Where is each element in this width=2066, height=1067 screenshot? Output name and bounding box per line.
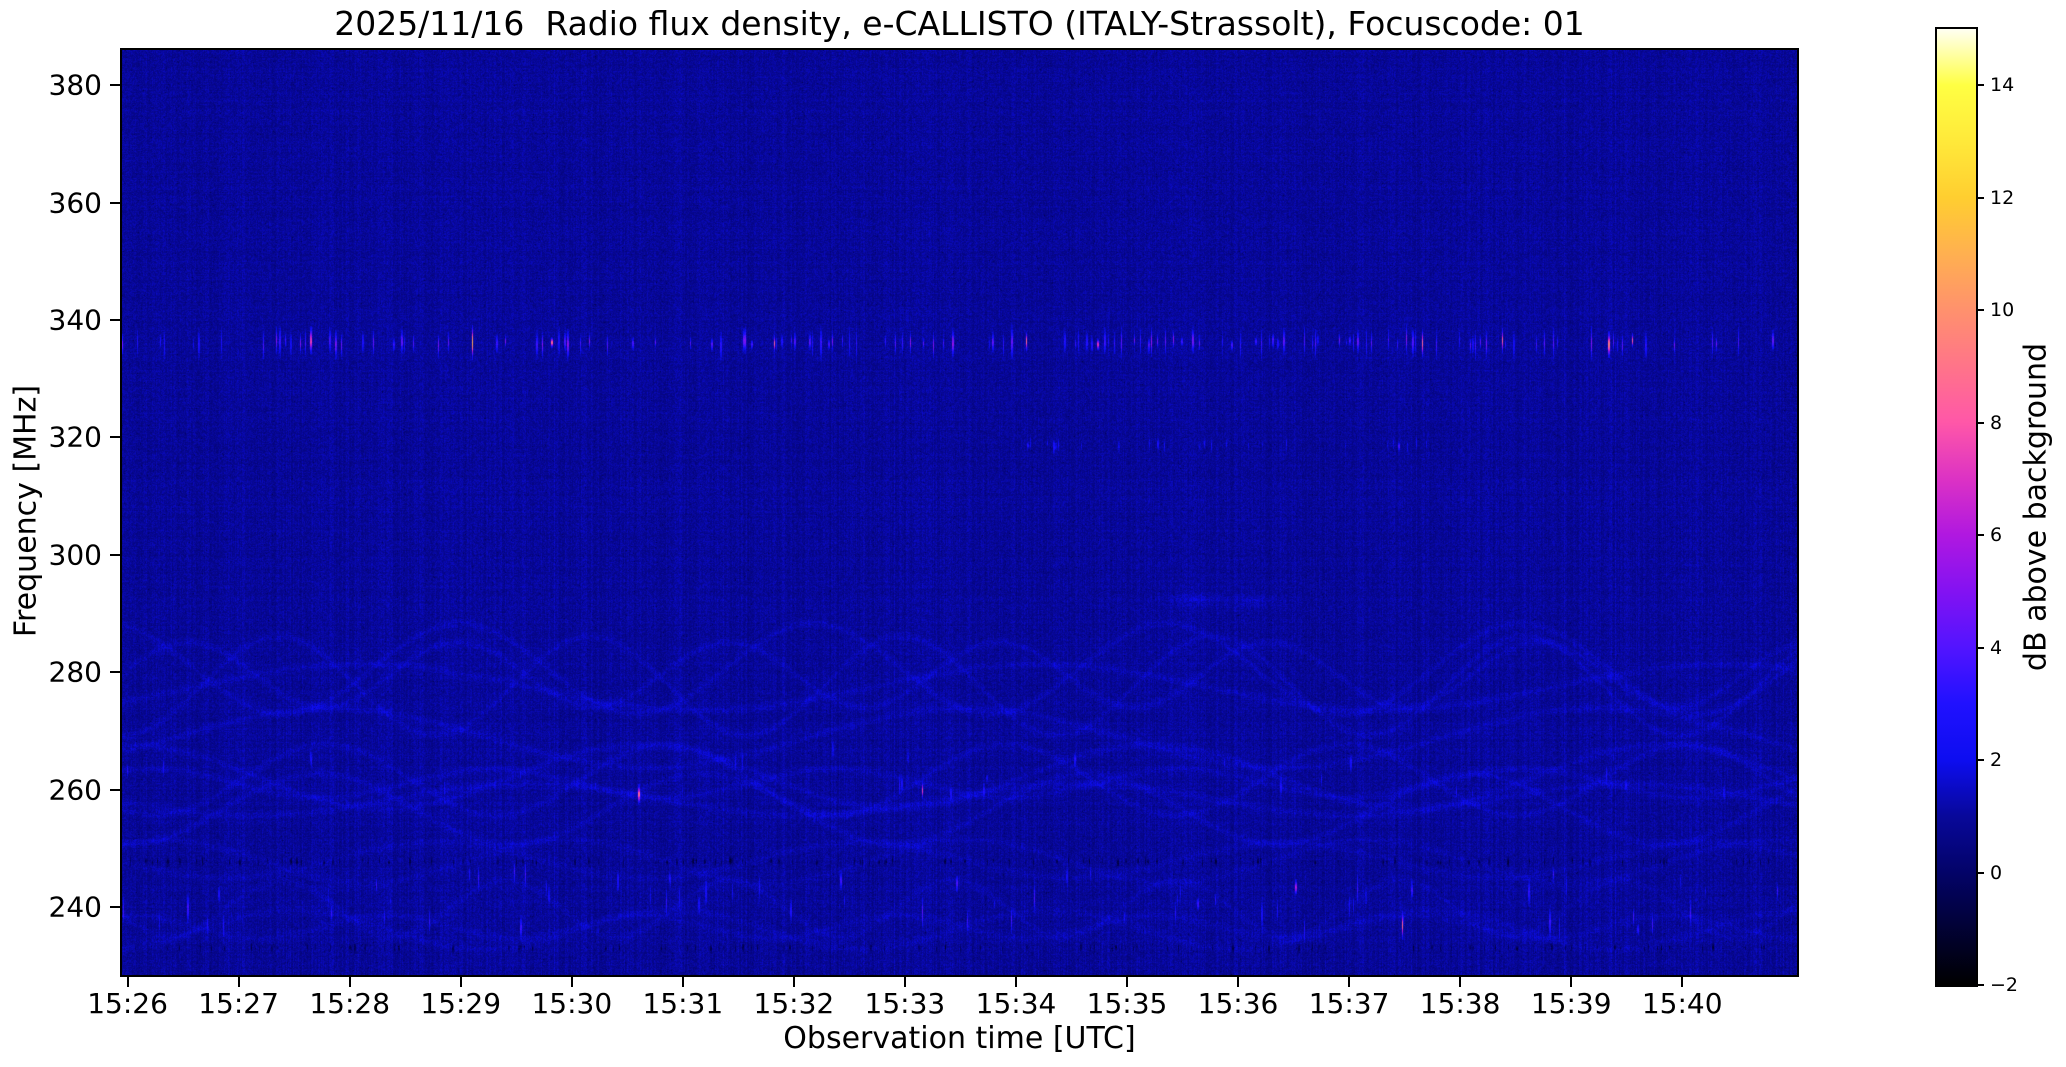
x-tick-mark: [348, 977, 351, 987]
colorbar-tick-label: 8: [1990, 411, 2003, 434]
colorbar: 14 12 10 8 6 4 2 0 −2: [1935, 27, 2018, 996]
colorbar-label: dB above background: [2018, 342, 2054, 672]
y-tick-mark: [110, 436, 120, 439]
y-tick-label: 380: [48, 68, 102, 102]
y-tick-mark: [110, 905, 120, 908]
x-tick-label: 15:27: [198, 987, 279, 1020]
colorbar-tick-mark: [1976, 759, 1984, 762]
x-tick-mark: [1459, 977, 1462, 987]
chart-title: 2025/11/16 Radio flux density, e-CALLIST…: [334, 4, 1585, 43]
plot-area: 380 360 340 320 300 280 260 240 15:26 15:27 15:28…: [49, 48, 1799, 1020]
x-tick-mark: [1237, 977, 1239, 987]
colorbar-tick-mark: [1976, 871, 1984, 874]
y-tick-label: 360: [48, 186, 102, 220]
y-tick-label: 280: [48, 655, 102, 689]
colorbar-tick-label: 10: [1990, 299, 2015, 322]
x-tick-mark: [459, 977, 462, 987]
x-axis-label: Observation time [UTC]: [783, 1021, 1136, 1056]
colorbar-tick-label: 0: [1990, 861, 2003, 884]
x-tick-mark: [1348, 977, 1351, 987]
y-tick-mark: [110, 84, 120, 87]
x-tick-label: 15:34: [975, 987, 1057, 1020]
x-tick-label: 15:35: [1086, 987, 1168, 1020]
colorbar-tick-mark: [1976, 646, 1984, 649]
colorbar-tick-label: 14: [1990, 74, 2015, 97]
colorbar-tick-mark: [1976, 984, 1984, 986]
colorbar-tick-label: 12: [1990, 186, 2015, 209]
y-tick-label: 340: [48, 303, 102, 337]
x-tick-mark: [1681, 977, 1684, 987]
spectrogram-canvas: [122, 50, 1797, 975]
x-tick-label: 15:33: [864, 987, 946, 1020]
colorbar-tick-mark: [1976, 309, 1984, 312]
y-tick-mark: [110, 553, 120, 556]
y-tick-label: 300: [48, 538, 102, 572]
x-tick-label: 15:36: [1197, 987, 1279, 1020]
x-tick-mark: [681, 977, 684, 987]
y-tick-label: 240: [48, 890, 102, 924]
y-tick-mark: [110, 319, 120, 321]
colorbar-gradient: [1937, 29, 1976, 985]
x-tick-label: 15:31: [642, 987, 724, 1020]
y-tick-label: 320: [48, 420, 102, 454]
colorbar-tick-mark: [1976, 84, 1984, 87]
x-tick-label: 15:40: [1641, 987, 1723, 1020]
x-tick-label: 15:38: [1419, 987, 1501, 1020]
y-tick-label: 260: [48, 773, 102, 806]
x-tick-label: 15:32: [753, 987, 835, 1020]
x-tick-label: 15:37: [1308, 987, 1390, 1020]
x-tick-mark: [903, 977, 906, 987]
x-tick-mark: [237, 977, 240, 987]
x-tick-mark: [1570, 977, 1573, 987]
y-tick-mark: [110, 201, 120, 204]
y-tick-mark: [110, 671, 120, 674]
x-tick-label: 15:26: [87, 987, 168, 1020]
colorbar-tick-mark: [1976, 196, 1984, 199]
colorbar-ticks: 14 12 10 8 6 4 2 0 −2: [1937, 29, 2018, 996]
x-tick-mark: [1126, 977, 1128, 987]
y-tick-mark: [110, 788, 120, 791]
x-tick-label: 15:29: [420, 987, 502, 1020]
colorbar-tick-label: 4: [1990, 636, 2003, 659]
x-tick-label: 15:39: [1530, 987, 1612, 1020]
x-tick-label: 15:28: [309, 987, 391, 1020]
x-axis-ticks: 15:26 15:27 15:28 15:29 15:30 15:31 15:32 15:33…: [87, 50, 1797, 1020]
x-tick-label: 15:30: [531, 987, 613, 1020]
y-axis-label: Frequency [MHz]: [8, 384, 44, 638]
colorbar-tick-mark: [1976, 421, 1984, 424]
colorbar-tick-label: −2: [1990, 974, 2019, 996]
colorbar-tick-label: 6: [1990, 524, 2003, 547]
colorbar-tick-label: 2: [1990, 749, 2003, 772]
x-tick-mark: [126, 977, 129, 987]
x-tick-mark: [1015, 977, 1017, 987]
x-tick-mark: [792, 977, 795, 987]
colorbar-tick-mark: [1976, 534, 1984, 537]
x-tick-mark: [570, 977, 573, 987]
y-axis-ticks: 380 360 340 320 300 280 260 240: [49, 50, 1797, 975]
